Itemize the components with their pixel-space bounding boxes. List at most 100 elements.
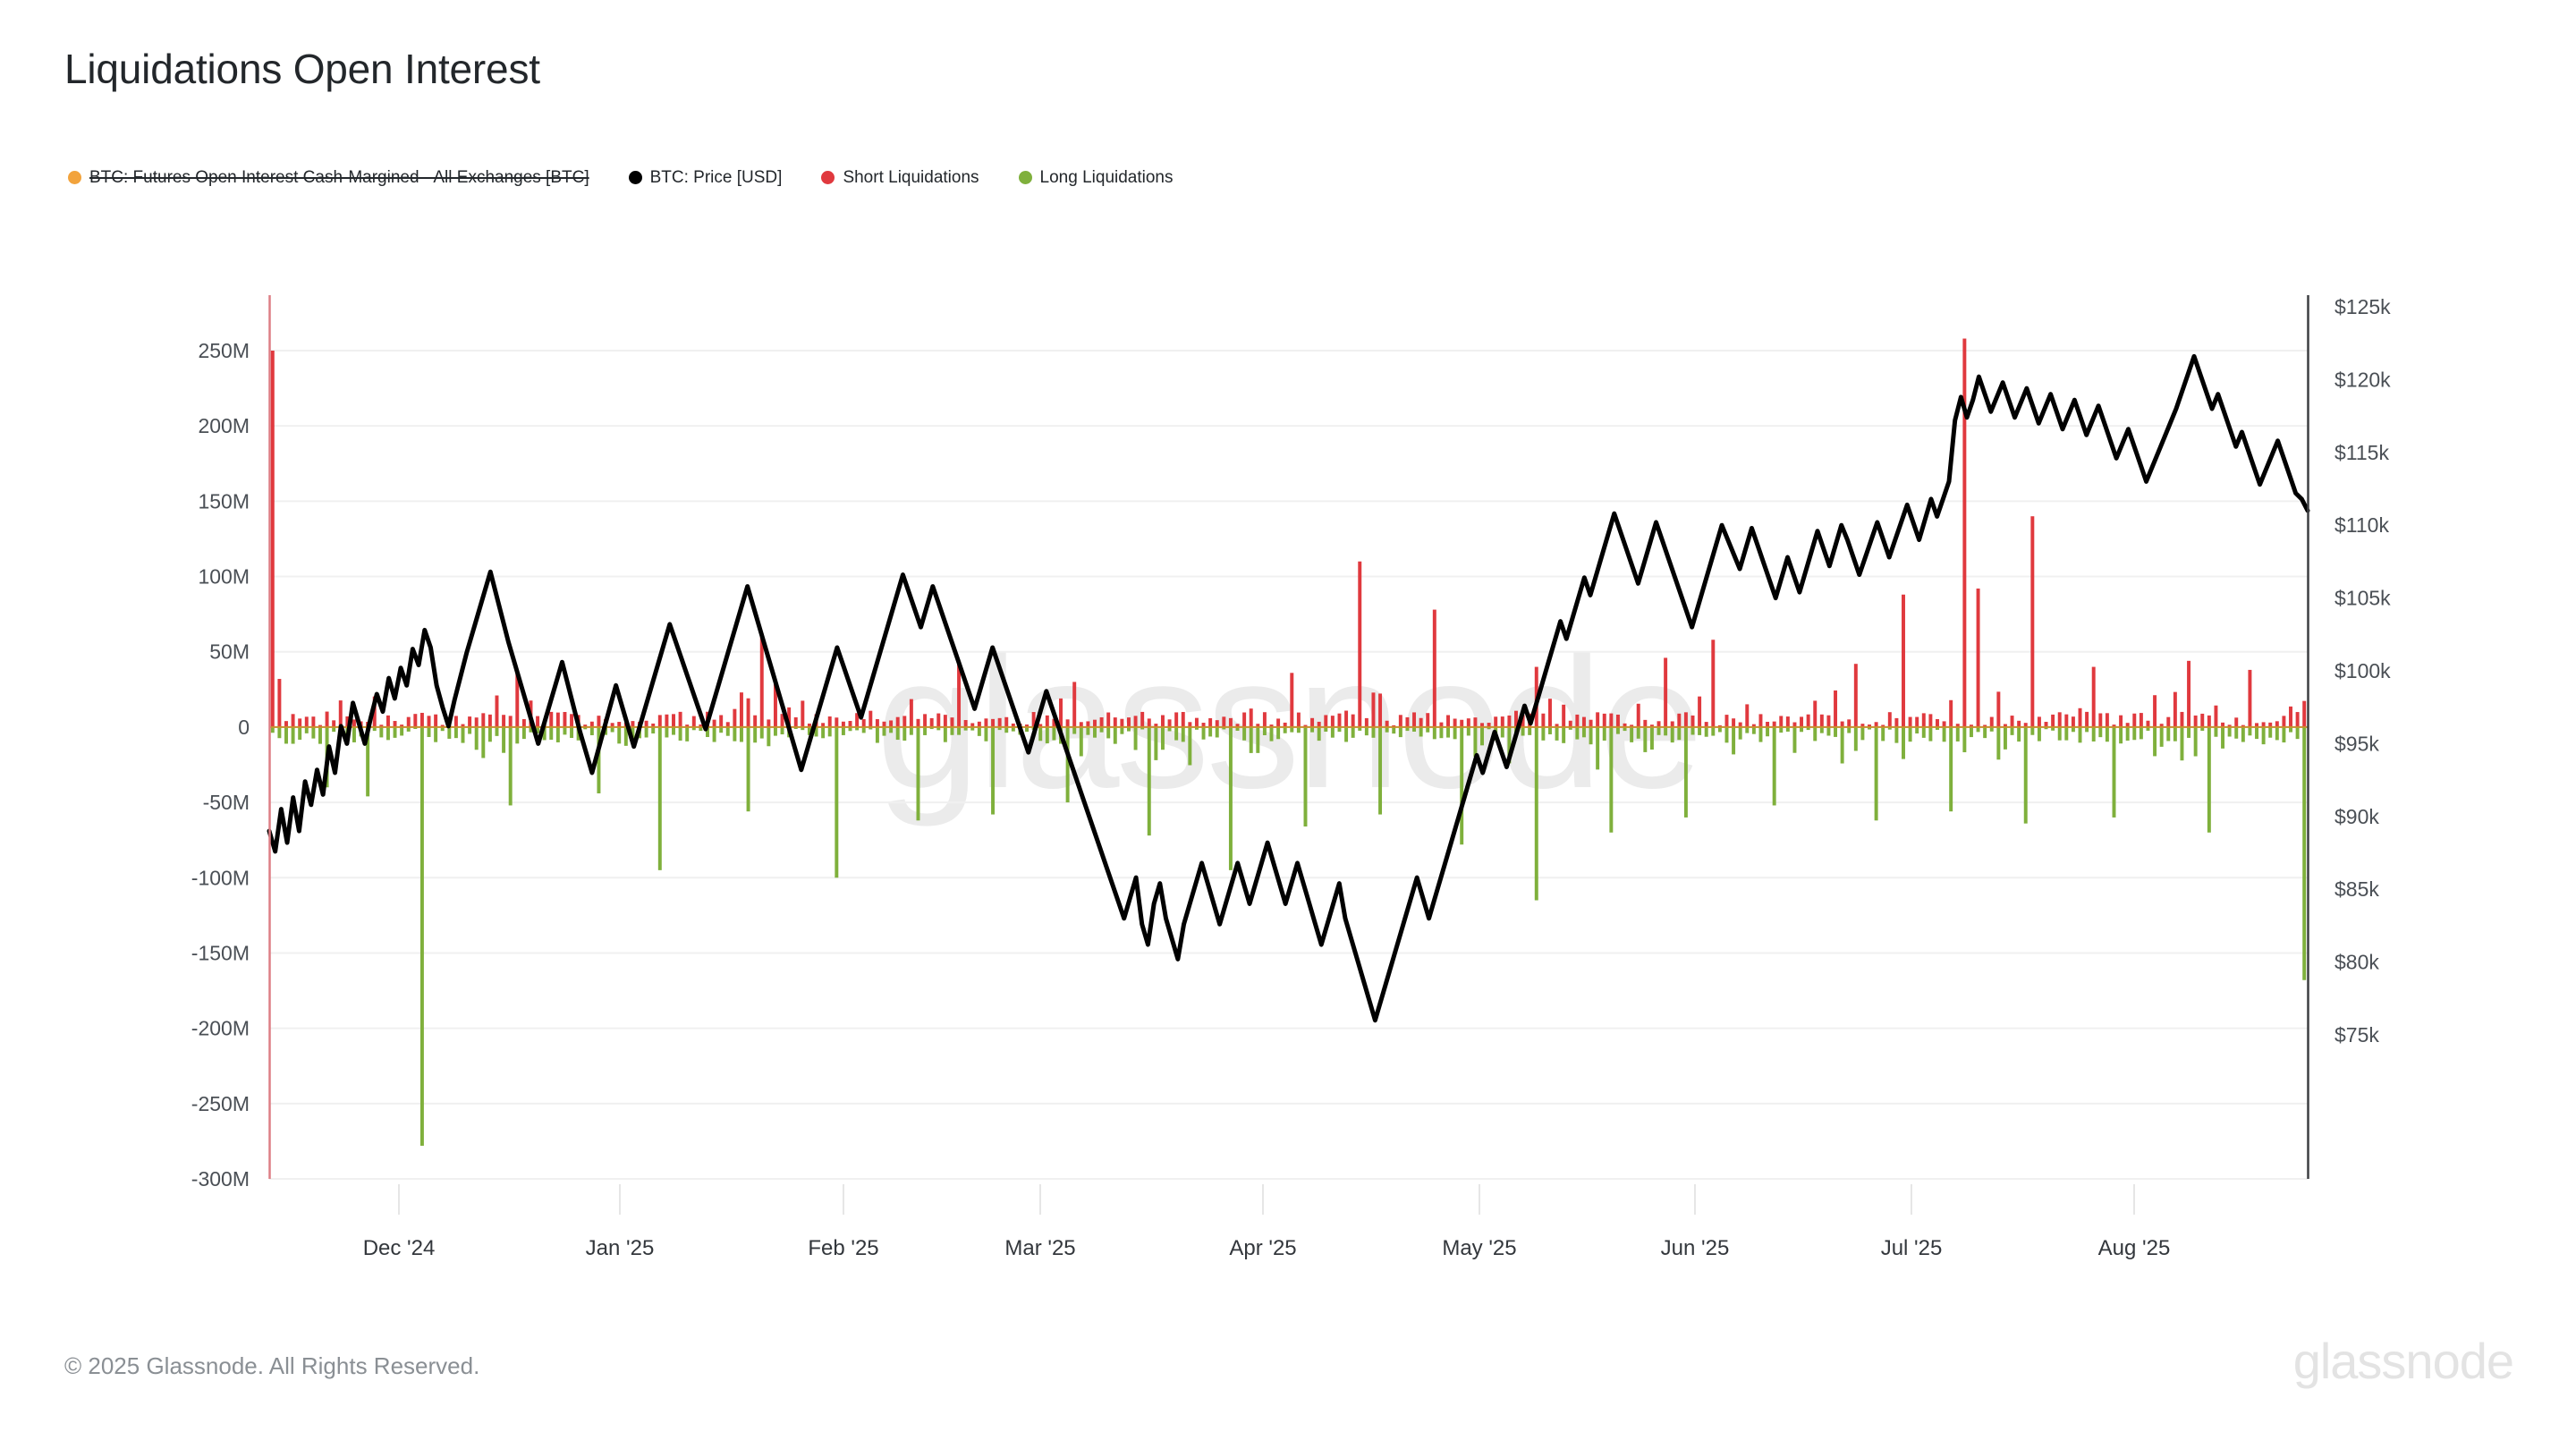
short-liquidation-bar — [984, 718, 988, 727]
long-liquidation-bar — [767, 726, 771, 747]
chart-legend[interactable]: BTC: Futures Open Interest Cash-Margined… — [68, 165, 1213, 190]
short-liquidation-bar — [555, 712, 560, 727]
long-liquidation-bar — [2003, 726, 2007, 750]
long-liquidation-bar — [712, 726, 716, 742]
short-liquidation-bar — [909, 699, 913, 727]
long-liquidation-bar — [325, 726, 329, 788]
short-liquidation-bar — [759, 633, 764, 727]
long-liquidation-bar — [1528, 726, 1532, 735]
long-liquidation-bar — [508, 726, 513, 806]
long-liquidation-bar — [1555, 726, 1559, 741]
legend-dot-icon — [628, 170, 642, 184]
long-liquidation-bar — [536, 726, 540, 733]
y-left-tick-label: -100M — [191, 866, 250, 889]
short-liquidation-bar — [1446, 715, 1450, 727]
long-liquidation-bar — [1772, 726, 1776, 806]
long-liquidation-bar — [1751, 726, 1756, 734]
long-liquidation-bar — [1630, 726, 1634, 742]
btc-price-line — [267, 353, 2310, 1023]
short-liquidation-bar — [1052, 718, 1056, 727]
long-liquidation-bar — [848, 726, 852, 732]
y-left-tick-label: 200M — [198, 414, 250, 437]
long-liquidation-bar — [1208, 726, 1213, 737]
short-liquidation-bar — [1575, 714, 1580, 727]
long-liquidation-bar — [1928, 726, 1933, 741]
long-liquidation-bar — [2105, 726, 2109, 742]
long-liquidation-bar — [1921, 726, 1926, 738]
long-liquidation-bar — [270, 726, 275, 733]
short-liquidation-bar — [1025, 724, 1029, 727]
short-liquidation-bar — [1385, 720, 1389, 727]
long-liquidation-bar — [311, 726, 316, 739]
long-liquidation-bar — [379, 726, 384, 738]
short-liquidation-bar — [284, 721, 288, 727]
legend-item-1[interactable]: BTC: Price [USD] — [628, 169, 782, 186]
legend-item-0[interactable]: BTC: Futures Open Interest Cash-Margined… — [68, 169, 589, 186]
long-liquidation-bar — [651, 726, 656, 734]
long-liquidation-bar — [821, 726, 826, 739]
long-liquidation-bar — [1337, 726, 1342, 733]
long-liquidation-bar — [1649, 726, 1654, 750]
short-liquidation-bar — [2017, 720, 2021, 727]
short-liquidation-bar — [2268, 722, 2273, 727]
short-liquidation-bar — [950, 717, 954, 727]
short-liquidation-bar — [1548, 699, 1552, 727]
long-liquidation-bar — [1494, 726, 1498, 741]
short-liquidation-bar — [1745, 704, 1750, 727]
long-liquidation-bar — [1011, 726, 1015, 732]
short-liquidation-bar — [1398, 715, 1402, 727]
long-liquidation-bar — [1392, 726, 1396, 734]
long-liquidation-bar — [1317, 726, 1321, 741]
short-liquidation-bar — [1120, 718, 1124, 727]
long-liquidation-bar — [725, 726, 730, 736]
short-liquidation-bar — [536, 716, 540, 727]
x-tick-label: May '25 — [1442, 1236, 1516, 1260]
long-liquidation-bar — [2071, 726, 2075, 733]
short-liquidation-bar — [427, 716, 431, 727]
short-liquidation-bar — [318, 724, 322, 727]
long-liquidation-bar — [1507, 726, 1512, 764]
short-liquidation-bar — [604, 718, 608, 727]
long-liquidation-bar — [889, 726, 894, 733]
short-liquidation-bar — [1602, 713, 1606, 727]
short-liquidation-bar — [1826, 715, 1831, 727]
long-liquidation-bar — [1351, 726, 1355, 738]
short-liquidation-bar — [1630, 724, 1634, 727]
long-liquidation-bar — [1249, 726, 1253, 753]
short-liquidation-bar — [304, 716, 309, 727]
short-liquidation-bar — [1174, 712, 1179, 727]
short-liquidation-bar — [2200, 713, 2205, 727]
short-liquidation-bar — [345, 716, 350, 727]
short-liquidation-bar — [576, 715, 580, 727]
short-liquidation-bar — [1093, 719, 1097, 727]
short-liquidation-bar — [861, 719, 866, 727]
y-right-tick-label: $110k — [2334, 513, 2389, 537]
long-liquidation-bar — [1324, 726, 1328, 732]
short-liquidation-bar — [270, 351, 275, 727]
short-liquidation-bar — [1086, 721, 1090, 727]
y-left-tick-label: -300M — [191, 1167, 250, 1191]
long-liquidation-bar — [2085, 726, 2089, 733]
long-liquidation-bar — [1038, 726, 1043, 741]
short-liquidation-bar — [1317, 721, 1321, 727]
short-liquidation-bar — [2125, 723, 2130, 727]
short-liquidation-bar — [1494, 716, 1498, 727]
short-liquidation-bar — [2180, 711, 2184, 727]
short-liquidation-bar — [1732, 718, 1736, 727]
long-liquidation-bar — [406, 726, 411, 732]
short-liquidation-bar — [1133, 716, 1138, 727]
short-liquidation-bar — [1779, 716, 1784, 727]
legend-item-3[interactable]: Long Liquidations — [1018, 169, 1174, 186]
long-liquidation-bar — [1602, 726, 1606, 741]
legend-item-2[interactable]: Short Liquidations — [821, 169, 979, 186]
short-liquidation-bar — [332, 720, 336, 727]
short-liquidation-bar — [895, 716, 900, 727]
short-liquidation-bar — [1215, 720, 1219, 727]
long-liquidation-bar — [1962, 726, 1967, 753]
short-liquidation-bar — [338, 700, 343, 727]
short-liquidation-bar — [1813, 700, 1818, 727]
long-liquidation-bar — [555, 726, 560, 742]
short-liquidation-bar — [1188, 722, 1192, 727]
short-liquidation-bar — [2064, 714, 2069, 727]
short-liquidation-bar — [1113, 717, 1117, 727]
